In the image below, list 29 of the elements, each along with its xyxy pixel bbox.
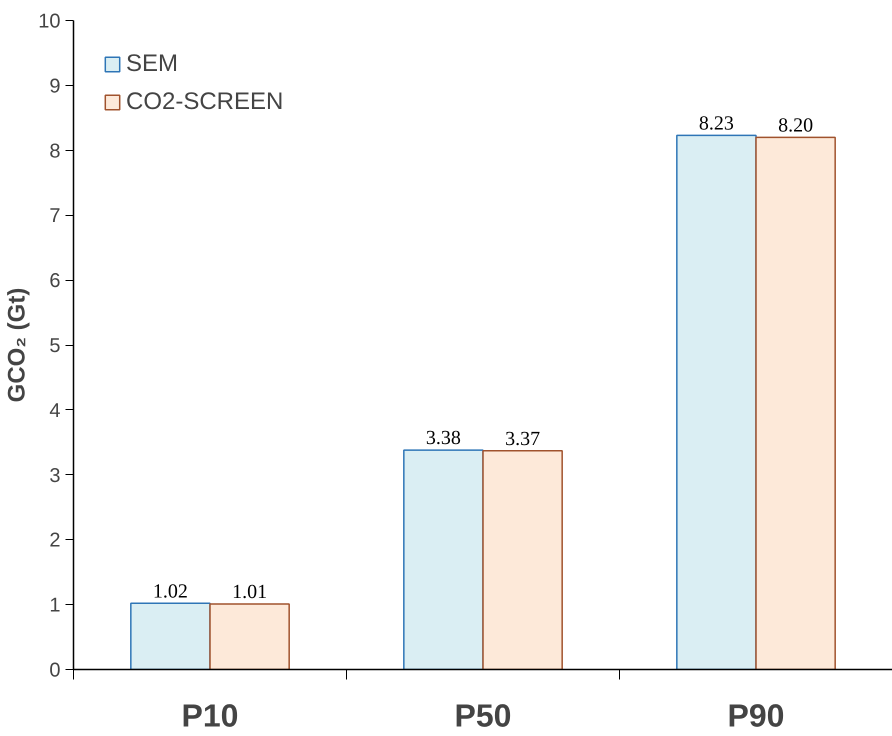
y-tick-label: 7 <box>49 205 60 228</box>
bar <box>130 602 211 670</box>
y-tick-label: 6 <box>49 270 60 292</box>
data-label: 1.02 <box>152 580 188 602</box>
y-tick-label: 9 <box>49 75 60 98</box>
bar <box>676 134 757 670</box>
bar <box>482 450 563 670</box>
y-tick-label: 8 <box>49 140 60 162</box>
data-label: 1.01 <box>232 580 268 603</box>
y-tick-label: 2 <box>49 530 60 552</box>
data-label: 8.20 <box>778 114 814 136</box>
legend-label: SEM <box>126 50 178 78</box>
y-tick-label: 3 <box>49 464 60 487</box>
y-tick-label: 4 <box>49 400 60 422</box>
y-tick-label: 1 <box>49 594 60 617</box>
y-tick-label: 10 <box>38 10 61 32</box>
data-label: 8.23 <box>698 112 734 134</box>
x-tick-label: P90 <box>728 698 784 734</box>
data-label: 3.37 <box>505 428 540 450</box>
bar <box>403 449 484 670</box>
y-tick-label: 5 <box>49 335 60 357</box>
x-tick-label: P10 <box>182 698 238 734</box>
bar <box>209 603 290 670</box>
x-tick-label: P50 <box>454 698 512 734</box>
legend-label: CO2-SCREEN <box>126 88 284 116</box>
data-label: 3.38 <box>426 427 461 450</box>
bar <box>755 136 836 670</box>
y-tick-label: 0 <box>49 660 60 682</box>
y-axis-title: GCO₂ (Gt) <box>3 288 30 402</box>
